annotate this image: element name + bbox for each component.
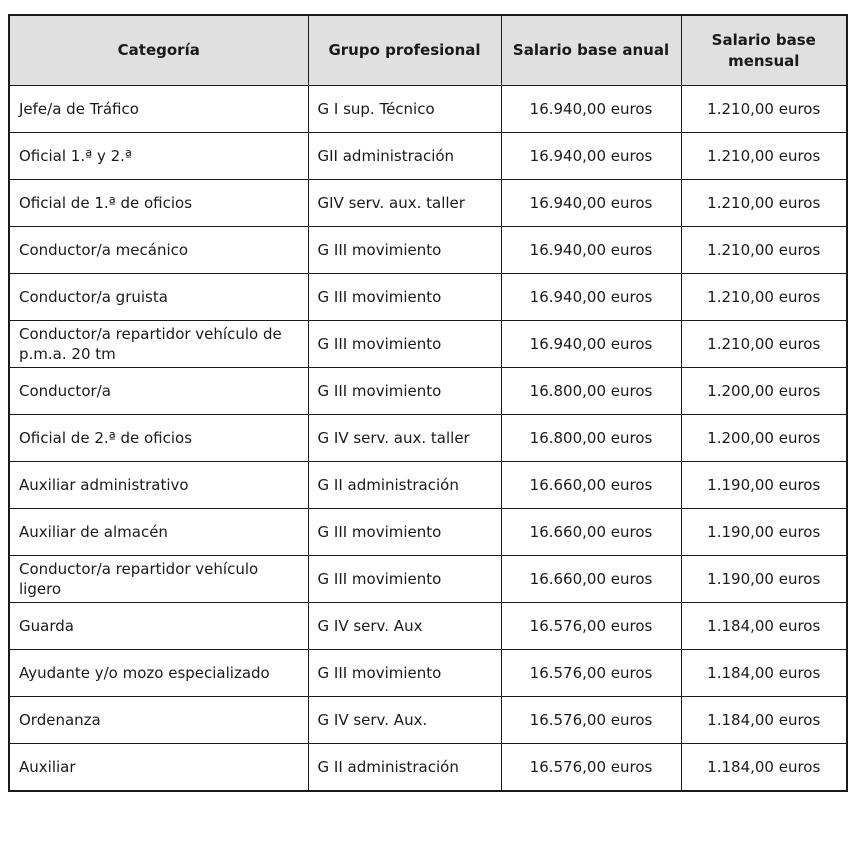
cell-anual: 16.576,00 euros (500, 743, 682, 792)
cell-categoria: Oficial de 1.ª de oficios (8, 179, 309, 227)
cell-mensual: 1.210,00 euros (680, 132, 848, 180)
cell-categoria: Oficial 1.ª y 2.ª (8, 132, 309, 180)
cell-categoria: Conductor/a gruista (8, 273, 309, 321)
cell-categoria: Jefe/a de Tráfico (8, 85, 309, 133)
cell-categoria: Ayudante y/o mozo especializado (8, 649, 309, 697)
cell-anual: 16.660,00 euros (500, 555, 682, 603)
cell-anual: 16.576,00 euros (500, 696, 682, 744)
table-row: Jefe/a de Tráfico G I sup. Técnico 16.940,… (8, 85, 848, 133)
cell-mensual: 1.190,00 euros (680, 461, 848, 509)
cell-anual: 16.940,00 euros (500, 273, 682, 321)
table-row: Conductor/a repartidor vehículo ligero G … (8, 555, 848, 603)
cell-mensual: 1.200,00 euros (680, 367, 848, 415)
cell-anual: 16.940,00 euros (500, 132, 682, 180)
cell-grupo: G III movimiento (307, 508, 502, 556)
cell-mensual: 1.210,00 euros (680, 320, 848, 368)
cell-grupo: G IV serv. Aux. (307, 696, 502, 744)
table-row: Oficial 1.ª y 2.ª GII administración 16.94… (8, 132, 848, 180)
column-header-anual: Salario base anual (500, 14, 682, 86)
cell-anual: 16.940,00 euros (500, 226, 682, 274)
table-row: Conductor/a gruista G III movimiento 16.94… (8, 273, 848, 321)
page: Categoría Grupo profesional Salario base a… (8, 14, 848, 792)
cell-grupo: G I sup. Técnico (307, 85, 502, 133)
cell-mensual: 1.210,00 euros (680, 179, 848, 227)
cell-mensual: 1.210,00 euros (680, 226, 848, 274)
cell-anual: 16.576,00 euros (500, 649, 682, 697)
cell-grupo: GIV serv. aux. taller (307, 179, 502, 227)
cell-grupo: G II administración (307, 461, 502, 509)
column-header-categoria: Categoría (8, 14, 309, 86)
cell-anual: 16.940,00 euros (500, 179, 682, 227)
cell-categoria: Oficial de 2.ª de oficios (8, 414, 309, 462)
cell-categoria: Auxiliar administrativo (8, 461, 309, 509)
table-row: Conductor/a repartidor vehículo de p.m.a… (8, 320, 848, 368)
cell-anual: 16.660,00 euros (500, 508, 682, 556)
cell-grupo: G III movimiento (307, 226, 502, 274)
cell-grupo: G IV serv. Aux (307, 602, 502, 650)
cell-categoria: Conductor/a repartidor vehículo de p.m.a… (8, 320, 309, 368)
cell-categoria: Conductor/a repartidor vehículo ligero (8, 555, 309, 603)
table-row: Ayudante y/o mozo especializado G III mov… (8, 649, 848, 697)
cell-anual: 16.800,00 euros (500, 414, 682, 462)
cell-mensual: 1.190,00 euros (680, 508, 848, 556)
cell-mensual: 1.200,00 euros (680, 414, 848, 462)
cell-grupo: G III movimiento (307, 273, 502, 321)
cell-grupo: G III movimiento (307, 320, 502, 368)
table-row: Ordenanza G IV serv. Aux. 16.576,00 euros 1… (8, 696, 848, 744)
table-row: Conductor/a G III movimiento 16.800,00 eur… (8, 367, 848, 415)
table-row: Oficial de 1.ª de oficios GIV serv. aux. … (8, 179, 848, 227)
cell-grupo: GII administración (307, 132, 502, 180)
column-header-mensual: Salario base mensual (680, 14, 848, 86)
table-row: Auxiliar administrativo G II administraci… (8, 461, 848, 509)
cell-categoria: Conductor/a mecánico (8, 226, 309, 274)
cell-anual: 16.660,00 euros (500, 461, 682, 509)
cell-categoria: Auxiliar (8, 743, 309, 792)
cell-anual: 16.940,00 euros (500, 85, 682, 133)
column-header-grupo: Grupo profesional (307, 14, 502, 86)
salary-table-body: Jefe/a de Tráfico G I sup. Técnico 16.940,… (8, 85, 848, 792)
cell-grupo: G II administración (307, 743, 502, 792)
table-row: Auxiliar de almacén G III movimiento 16.66… (8, 508, 848, 556)
cell-categoria: Guarda (8, 602, 309, 650)
cell-grupo: G IV serv. aux. taller (307, 414, 502, 462)
cell-mensual: 1.184,00 euros (680, 743, 848, 792)
cell-mensual: 1.190,00 euros (680, 555, 848, 603)
table-row: Oficial de 2.ª de oficios G IV serv. aux.… (8, 414, 848, 462)
cell-mensual: 1.210,00 euros (680, 273, 848, 321)
salary-table: Categoría Grupo profesional Salario base a… (8, 14, 848, 792)
cell-categoria: Auxiliar de almacén (8, 508, 309, 556)
cell-categoria: Conductor/a (8, 367, 309, 415)
cell-mensual: 1.184,00 euros (680, 649, 848, 697)
cell-mensual: 1.210,00 euros (680, 85, 848, 133)
cell-mensual: 1.184,00 euros (680, 696, 848, 744)
cell-grupo: G III movimiento (307, 649, 502, 697)
salary-table-header: Categoría Grupo profesional Salario base a… (8, 14, 848, 86)
table-row: Auxiliar G II administración 16.576,00 eur… (8, 743, 848, 792)
cell-categoria: Ordenanza (8, 696, 309, 744)
cell-anual: 16.576,00 euros (500, 602, 682, 650)
header-row: Categoría Grupo profesional Salario base a… (8, 14, 848, 86)
table-row: Guarda G IV serv. Aux 16.576,00 euros 1.184… (8, 602, 848, 650)
cell-anual: 16.800,00 euros (500, 367, 682, 415)
cell-grupo: G III movimiento (307, 367, 502, 415)
cell-mensual: 1.184,00 euros (680, 602, 848, 650)
cell-grupo: G III movimiento (307, 555, 502, 603)
cell-anual: 16.940,00 euros (500, 320, 682, 368)
table-row: Conductor/a mecánico G III movimiento 16.9… (8, 226, 848, 274)
